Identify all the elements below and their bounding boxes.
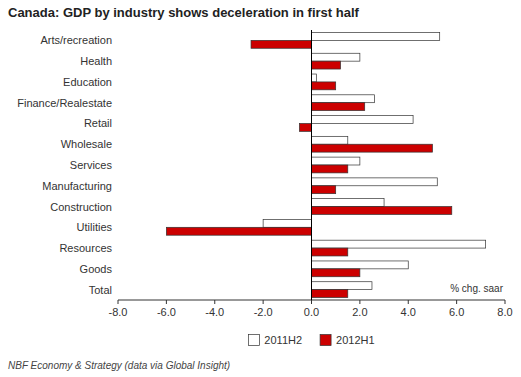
x-tick-label: 0.0 [304,306,319,318]
bar [312,53,360,61]
category-label: Finance/Realestate [17,97,112,109]
legend-label: 2012H1 [336,334,375,346]
zero-line [311,30,312,300]
bar [312,207,452,215]
bar [312,240,486,248]
bar [312,144,433,152]
x-tick [359,300,360,304]
category-label: Retail [84,117,112,129]
bar [312,74,317,82]
bar [312,157,360,165]
category-label: Arts/recreation [40,34,112,46]
bar [312,32,440,40]
x-tick [456,300,457,304]
category-label: Wholesale [61,138,112,150]
bar [263,219,311,227]
bar [312,165,348,173]
bars [166,32,485,297]
bar [312,199,385,207]
category-label: Health [80,55,112,67]
chart: Canada: GDP by industry shows decelerati… [0,0,521,377]
bar [312,136,348,144]
bar [312,248,348,256]
bar [251,40,311,48]
footnote: NBF Economy & Strategy (data via Global … [8,360,230,371]
x-tick-label: 6.0 [449,306,464,318]
bar [166,227,311,235]
legend-swatch [320,335,331,346]
bar [312,269,360,277]
legend-swatch [248,335,259,346]
bar [312,261,409,269]
category-label: Education [63,76,112,88]
category-label: Utilities [77,221,113,233]
x-tick [214,300,215,304]
x-tick-label: -8.0 [109,306,128,318]
x-tick-label: 2.0 [352,306,367,318]
category-label: Manufacturing [42,180,112,192]
bar [312,61,341,69]
x-tick [118,300,119,304]
bar [312,95,375,103]
bar [312,178,438,186]
bar [299,123,311,131]
category-label: Services [70,159,113,171]
category-label: Resources [59,242,112,254]
x-tick-label: 8.0 [497,306,512,318]
bar [312,282,372,290]
x-tick-label: -2.0 [254,306,273,318]
category-label: Goods [80,263,113,275]
x-tick [311,300,312,304]
bar [312,290,348,298]
bar [312,82,336,90]
x-tick-label: -4.0 [205,306,224,318]
bar [312,186,336,194]
title: Canada: GDP by industry shows decelerati… [8,5,360,20]
x-tick [166,300,167,304]
bar [312,116,414,124]
x-tick-label: 4.0 [401,306,416,318]
legend-label: 2011H2 [264,334,302,346]
bar [312,103,365,111]
x-tick [263,300,264,304]
x-tick [408,300,409,304]
x-tick [505,300,506,304]
x-tick-label: -6.0 [157,306,176,318]
x-axis-label: % chg. saar [450,283,503,294]
category-label: Total [89,284,112,296]
category-label: Construction [50,201,112,213]
legend: 2011H2 2012H1 [248,334,374,346]
